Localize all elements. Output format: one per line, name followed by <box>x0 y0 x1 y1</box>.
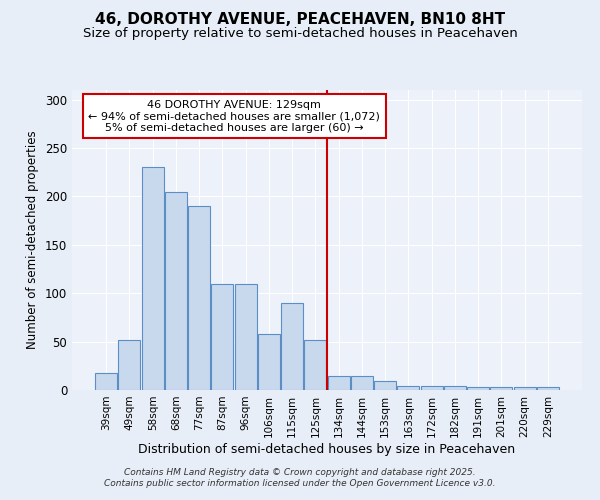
Y-axis label: Number of semi-detached properties: Number of semi-detached properties <box>26 130 40 350</box>
Bar <box>444 386 466 390</box>
Text: 46 DOROTHY AVENUE: 129sqm
← 94% of semi-detached houses are smaller (1,072)
5% o: 46 DOROTHY AVENUE: 129sqm ← 94% of semi-… <box>88 100 380 133</box>
Bar <box>188 206 210 390</box>
Bar <box>258 334 280 390</box>
Bar <box>142 168 164 390</box>
Bar <box>514 387 536 390</box>
Bar <box>351 376 373 390</box>
Bar <box>374 382 396 390</box>
Bar <box>421 386 443 390</box>
Bar <box>235 284 257 390</box>
Bar <box>211 284 233 390</box>
Bar <box>304 340 326 390</box>
Text: 46, DOROTHY AVENUE, PEACEHAVEN, BN10 8HT: 46, DOROTHY AVENUE, PEACEHAVEN, BN10 8HT <box>95 12 505 28</box>
Bar <box>118 340 140 390</box>
Bar <box>95 372 117 390</box>
Bar <box>490 387 512 390</box>
Bar <box>467 387 489 390</box>
Bar <box>165 192 187 390</box>
Bar <box>537 387 559 390</box>
Text: Size of property relative to semi-detached houses in Peacehaven: Size of property relative to semi-detach… <box>83 28 517 40</box>
X-axis label: Distribution of semi-detached houses by size in Peacehaven: Distribution of semi-detached houses by … <box>139 442 515 456</box>
Text: Contains HM Land Registry data © Crown copyright and database right 2025.
Contai: Contains HM Land Registry data © Crown c… <box>104 468 496 487</box>
Bar <box>281 303 303 390</box>
Bar <box>328 376 350 390</box>
Bar <box>397 386 419 390</box>
